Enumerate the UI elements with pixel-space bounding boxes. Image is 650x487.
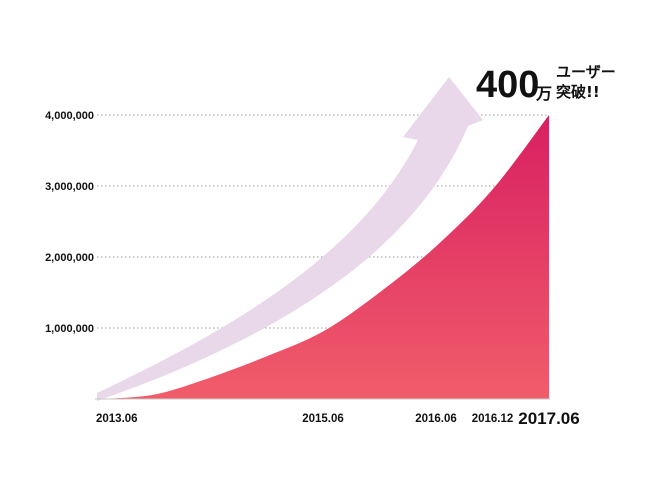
milestone-annotation: 400 万 ユーザー 突破!! (476, 63, 616, 106)
x-axis-tick-labels: 2013.06 2015.06 2016.06 2016.12 2017.06 (96, 409, 580, 428)
x-tick-label: 2017.06 (518, 409, 579, 428)
y-tick-label: 4,000,000 (45, 110, 94, 122)
x-tick-label: 2016.06 (415, 413, 457, 425)
y-tick-label: 1,000,000 (45, 323, 94, 335)
area-series (97, 115, 549, 399)
annotation-unit: 万 (535, 84, 552, 103)
x-tick-label: 2013.06 (96, 413, 138, 425)
growth-arrow (97, 77, 483, 401)
x-tick-label: 2016.12 (472, 413, 514, 425)
annotation-line1: ユーザー (556, 63, 616, 81)
x-tick-label: 2015.06 (302, 413, 344, 425)
y-axis-tick-labels: 1,000,000 2,000,000 3,000,000 4,000,000 (45, 110, 94, 335)
y-tick-label: 2,000,000 (45, 252, 94, 264)
y-tick-label: 3,000,000 (45, 181, 94, 193)
annotation-number: 400 (476, 64, 539, 106)
annotation-line2: 突破!! (556, 83, 600, 101)
